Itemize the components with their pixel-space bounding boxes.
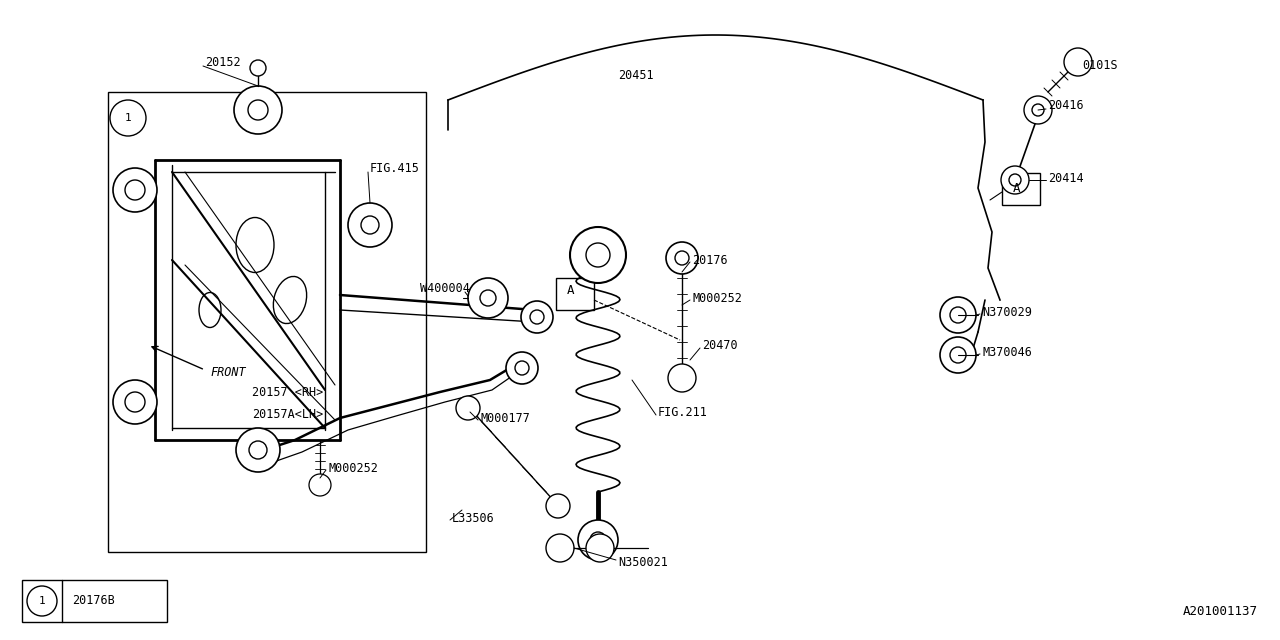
Text: 20157 <RH>: 20157 <RH> [252,385,324,399]
Text: 20157A<LH>: 20157A<LH> [252,408,324,422]
Circle shape [570,227,626,283]
Text: FIG.211: FIG.211 [658,406,708,419]
Circle shape [547,534,573,562]
Bar [108,92,426,552]
Circle shape [579,520,618,560]
Text: 20176B: 20176B [72,595,115,607]
Text: 20152: 20152 [205,56,241,68]
Text: 20470: 20470 [701,339,737,351]
Text: L33506: L33506 [452,511,495,525]
Circle shape [940,297,977,333]
Circle shape [234,86,282,134]
Text: M000177: M000177 [480,412,530,424]
Circle shape [250,60,266,76]
Text: N350021: N350021 [618,556,668,568]
Text: 20176: 20176 [692,253,727,266]
Text: 20416: 20416 [1048,99,1084,111]
Circle shape [236,428,280,472]
Circle shape [1024,96,1052,124]
Text: N370029: N370029 [982,305,1032,319]
Text: 1: 1 [124,113,132,123]
Circle shape [468,278,508,318]
Circle shape [521,301,553,333]
Circle shape [1001,166,1029,194]
Circle shape [668,364,696,392]
Circle shape [113,168,157,212]
Text: FIG.415: FIG.415 [370,161,420,175]
Bar [556,278,594,310]
Text: A201001137: A201001137 [1183,605,1258,618]
Text: M370046: M370046 [982,346,1032,358]
Circle shape [456,396,480,420]
Text: A: A [567,284,575,296]
Circle shape [586,534,614,562]
Circle shape [348,203,392,247]
Circle shape [666,242,698,274]
Text: 0101S: 0101S [1082,58,1117,72]
Text: 20414: 20414 [1048,172,1084,184]
Circle shape [506,352,538,384]
Bar [22,580,166,622]
Circle shape [547,494,570,518]
Text: FRONT: FRONT [210,365,246,378]
Circle shape [113,380,157,424]
Text: M000252: M000252 [692,291,742,305]
Text: W400004: W400004 [420,282,470,294]
Bar [1002,173,1039,205]
Circle shape [308,474,332,496]
Text: M000252: M000252 [328,461,378,474]
Circle shape [1064,48,1092,76]
Text: 20451: 20451 [618,68,654,81]
Circle shape [940,337,977,373]
Text: 1: 1 [38,596,45,606]
Text: A: A [1014,182,1020,195]
